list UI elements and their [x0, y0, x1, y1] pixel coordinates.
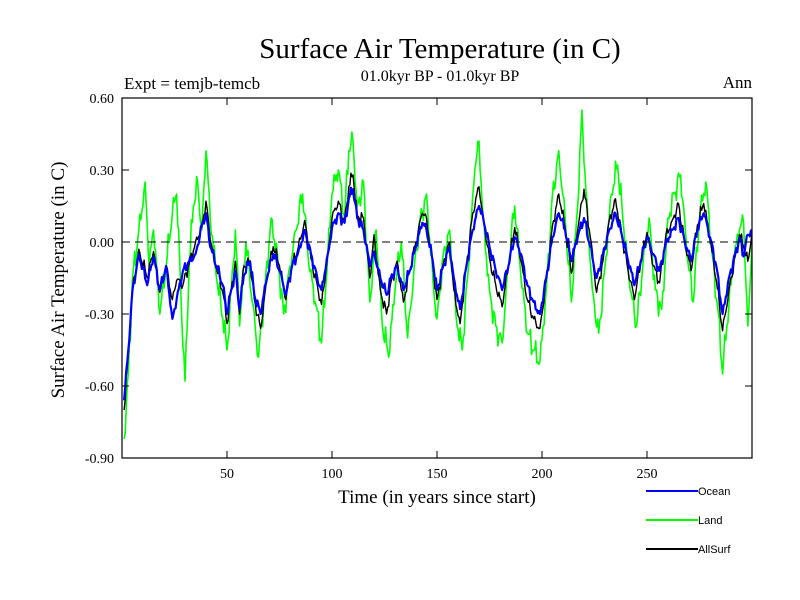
x-tick-label: 50 [220, 467, 234, 482]
season-label: Ann [723, 73, 753, 92]
y-tick-label: 0.00 [90, 236, 115, 251]
y-tick-label: -0.60 [85, 380, 114, 395]
series-line-land [123, 109, 752, 439]
legend-label-land: Land [698, 515, 722, 527]
x-tick-label: 250 [637, 467, 658, 482]
y-tick-label: 0.30 [90, 164, 115, 179]
experiment-label: Expt = temjb-temcb [124, 74, 260, 93]
y-tick-label: 0.60 [90, 92, 115, 107]
chart-subtitle: 01.0kyr BP - 01.0kyr BP [361, 68, 520, 85]
x-tick-label: 150 [427, 467, 448, 482]
x-tick-label: 100 [322, 467, 343, 482]
legend-label-allsurf: AllSurf [698, 544, 731, 556]
y-tick-label: -0.90 [85, 452, 114, 467]
y-tick-label: -0.30 [85, 308, 114, 323]
x-axis-label: Time (in years since start) [338, 487, 536, 508]
chart-title: Surface Air Temperature (in C) [259, 33, 620, 65]
axis-layer: -0.90 -0.60 -0.30 0.00 0.30 0.60 50 100 150 200 25… [85, 92, 752, 482]
series-layer [123, 109, 752, 439]
legend: Ocean Land AllSurf [646, 486, 731, 556]
x-tick-label: 200 [532, 467, 553, 482]
legend-label-ocean: Ocean [698, 486, 730, 498]
series-line-ocean [123, 186, 752, 401]
y-axis-label: Surface Air Temperature (in C) [48, 162, 69, 399]
